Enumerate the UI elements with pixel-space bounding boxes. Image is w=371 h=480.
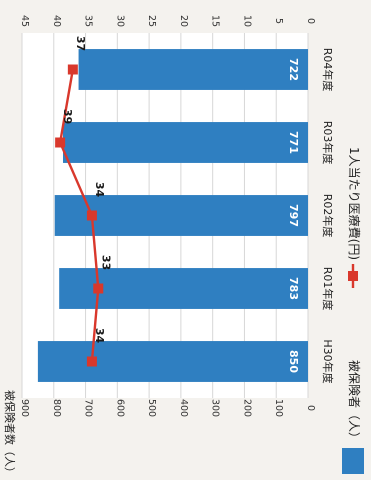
line-value-label: 37 bbox=[74, 36, 87, 51]
left-axis-tick-label: 0 bbox=[305, 405, 316, 411]
bar-value-label: 722 bbox=[287, 58, 300, 81]
left-axis-title: 被保険者数（人） bbox=[3, 390, 17, 476]
right-axis-tick-label: 45 bbox=[19, 15, 30, 27]
category-labels: H30年度 R01年度 R02年度 R03年度 R04年度 bbox=[321, 48, 335, 384]
bar-series bbox=[37, 49, 309, 382]
left-axis-tick-label: 500 bbox=[146, 399, 157, 417]
right-axis-tick-label: 25 bbox=[146, 15, 157, 27]
bar-value-labels: 850 783 797 771 722 bbox=[287, 58, 300, 373]
right-axis-tick-label: 20 bbox=[178, 15, 189, 27]
bar-value-label: 771 bbox=[287, 131, 300, 154]
line-value-label: 33 bbox=[99, 255, 112, 270]
line-point bbox=[86, 210, 97, 221]
left-axis-tick-label: 300 bbox=[210, 399, 221, 417]
line-point bbox=[67, 64, 78, 75]
right-axis-title: 一人当たり医療費（万円） bbox=[355, 0, 369, 2]
right-axis-tick-label: 10 bbox=[241, 15, 252, 27]
bar-value-label: 797 bbox=[287, 204, 300, 227]
category-label: R04年度 bbox=[321, 48, 335, 92]
left-axis-tick-label: 700 bbox=[83, 399, 94, 417]
legend-swatch-bar bbox=[342, 448, 364, 474]
left-axis-tick-label: 400 bbox=[178, 399, 189, 417]
left-axis-tick-label: 600 bbox=[114, 399, 125, 417]
bar bbox=[54, 195, 308, 236]
bar bbox=[78, 49, 308, 90]
bar-value-label: 783 bbox=[287, 277, 300, 300]
right-axis-tick-label: 15 bbox=[210, 15, 221, 27]
left-axis-tick-label: 900 bbox=[19, 399, 30, 417]
bar-value-label: 850 bbox=[287, 350, 300, 373]
line-point bbox=[93, 283, 104, 294]
legend-label-line: 1人当たり医療費(円) bbox=[347, 147, 362, 260]
bar bbox=[62, 122, 308, 163]
left-axis-tick-label: 800 bbox=[51, 399, 62, 417]
legend: 被保険者（人） 1人当たり医療費(円) bbox=[342, 147, 364, 474]
right-axis-tick-label: 30 bbox=[114, 15, 125, 27]
right-axis-tick-label: 40 bbox=[51, 15, 62, 27]
line-value-labels: 34 33 34 39 37 bbox=[61, 36, 112, 344]
legend-label-bar: 被保険者（人） bbox=[347, 360, 361, 444]
line-point bbox=[86, 356, 97, 367]
category-label: R03年度 bbox=[321, 121, 335, 165]
line-value-label: 34 bbox=[93, 328, 106, 344]
right-axis-ticks: 0 5 10 15 20 25 30 35 40 45 bbox=[19, 15, 316, 27]
category-label: R02年度 bbox=[321, 194, 335, 238]
category-label: R01年度 bbox=[321, 267, 335, 311]
line-series bbox=[55, 64, 104, 367]
left-axis-tick-label: 200 bbox=[241, 399, 252, 417]
line-value-label: 34 bbox=[93, 182, 106, 198]
left-axis-ticks: 0 100 200 300 400 500 600 700 800 900 bbox=[19, 399, 316, 417]
right-axis-tick-label: 35 bbox=[83, 15, 94, 27]
bar bbox=[37, 341, 309, 382]
category-label: H30年度 bbox=[321, 339, 335, 383]
left-axis-tick-label: 100 bbox=[273, 399, 284, 417]
line-value-label: 39 bbox=[61, 109, 74, 124]
line-point bbox=[55, 137, 66, 148]
legend-marker bbox=[348, 271, 358, 281]
right-axis-tick-label: 0 bbox=[305, 18, 316, 24]
axis-titles: 被保険者数（人） 一人当たり医療費（万円） bbox=[3, 0, 369, 478]
right-axis-tick-label: 5 bbox=[273, 18, 284, 24]
